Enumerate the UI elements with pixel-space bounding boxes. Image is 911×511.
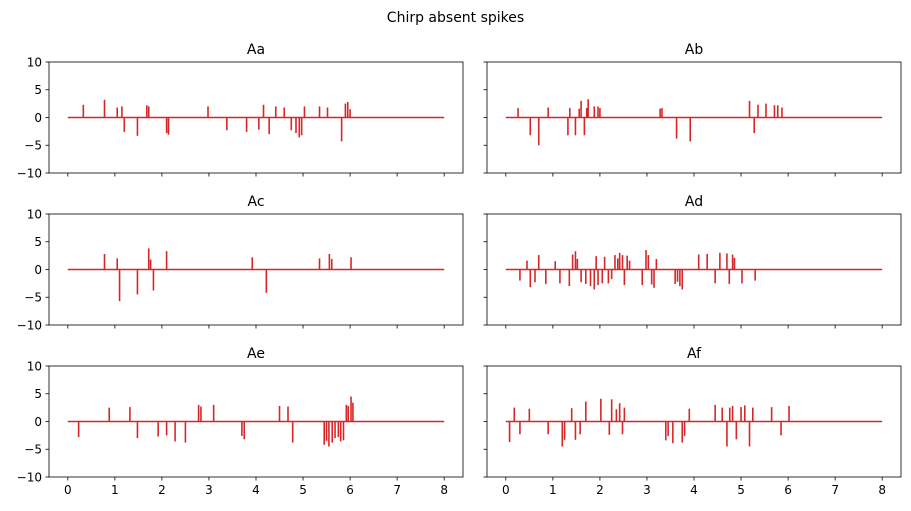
panel-title: Ac (247, 194, 264, 210)
y-tick-label: −5 (24, 291, 42, 305)
x-tick-label: 0 (64, 483, 72, 497)
panel-ac: Ac 10 5 0 −5 −10 (17, 194, 464, 332)
panel-ad: Ad (483, 194, 902, 329)
y-tick-label: 10 (27, 55, 42, 69)
axes-frame (48, 61, 464, 174)
y-tick-label: 5 (34, 83, 42, 97)
x-tick-label: 2 (596, 483, 604, 497)
x-tick-label: 6 (784, 483, 792, 497)
figure-suptitle: Chirp absent spikes (387, 10, 524, 26)
x-tick-label: 5 (299, 483, 307, 497)
y-tick-label: −5 (24, 139, 42, 153)
panel-title: Ad (685, 194, 703, 210)
y-tick-label: 5 (34, 387, 42, 401)
y-tick-label: 0 (34, 263, 42, 277)
x-tick-label: 8 (440, 483, 448, 497)
x-tick-label: 4 (252, 483, 260, 497)
x-tick-label: 3 (643, 483, 651, 497)
axes-frame (48, 213, 464, 326)
x-tick-label: 7 (831, 483, 839, 497)
x-tick-label: 2 (158, 483, 166, 497)
axes-frame (48, 365, 464, 478)
x-tick-label: 7 (393, 483, 401, 497)
panel-af: Af 0 1 2 3 4 5 6 7 8 (483, 346, 902, 497)
panel-title: Aa (247, 42, 265, 58)
panel-ae: Ae 10 5 0 −5 −10 0 1 2 3 4 5 6 7 8 (17, 346, 464, 497)
x-tick-label: 5 (737, 483, 745, 497)
y-tick-label: −10 (17, 318, 42, 332)
y-tick-label: 10 (27, 359, 42, 373)
y-tick-label: −10 (17, 166, 42, 180)
panel-title: Ae (247, 346, 265, 362)
y-tick-label: 0 (34, 415, 42, 429)
y-tick-label: 5 (34, 235, 42, 249)
x-tick-label: 4 (690, 483, 698, 497)
x-tick-label: 1 (111, 483, 119, 497)
axes-frame (486, 213, 902, 326)
x-tick-label: 8 (878, 483, 886, 497)
panel-title: Ab (685, 42, 704, 58)
panel-title: Af (687, 346, 702, 362)
panel-ab: Ab (483, 42, 902, 177)
y-tick-label: 0 (34, 111, 42, 125)
x-tick-label: 3 (205, 483, 213, 497)
y-tick-label: −10 (17, 470, 42, 484)
x-tick-label: 6 (346, 483, 354, 497)
axes-frame (486, 61, 902, 174)
y-tick-label: 10 (27, 207, 42, 221)
x-tick-label: 1 (549, 483, 557, 497)
y-tick-label: −5 (24, 443, 42, 457)
axes-frame (486, 365, 902, 478)
panel-aa: Aa 10 5 0 −5 −10 (17, 42, 464, 180)
x-tick-label: 0 (502, 483, 510, 497)
